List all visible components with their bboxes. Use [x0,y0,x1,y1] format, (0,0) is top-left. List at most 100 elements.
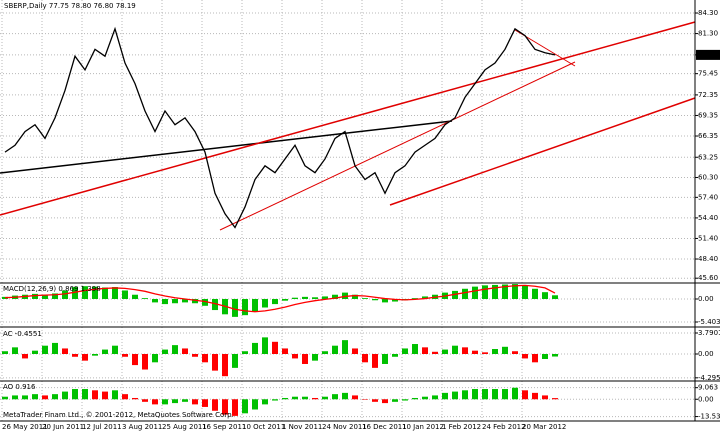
channel-line [219,61,576,231]
y-tick-label: 45.60 [698,274,718,282]
bar [392,298,398,302]
bar [412,397,418,400]
bar [192,298,198,304]
bar [262,399,268,405]
bar [422,396,428,400]
bar [522,285,528,299]
x-tick-label: 26 May 2011 [2,423,48,431]
bar [362,399,368,400]
y-tick-label: 81.30 [698,30,718,38]
bar [222,354,228,377]
bar [322,351,328,355]
bar [432,351,438,355]
x-tick-label: 10 Jan 2012 [402,423,444,431]
signal-line [4,284,556,313]
bar [242,351,248,355]
bar [162,399,168,405]
bar [72,287,78,299]
x-tick-label: 24 Feb 2012 [482,423,526,431]
copyright: MetaTrader Finam Ltd., © 2001-2012, Meta… [3,411,234,419]
bar [172,345,178,355]
bar [42,294,48,299]
bar [432,395,438,400]
bar [32,394,38,400]
bar [442,392,448,400]
y-tick-label: 51.40 [698,234,718,242]
channel-line [389,97,696,206]
bar [442,349,448,355]
bar [472,286,478,299]
bar [502,284,508,299]
bar [122,394,128,400]
bar [252,342,258,355]
bar [492,389,498,400]
bar [262,298,268,308]
bar [112,390,118,400]
price-marker [696,49,720,60]
bar [492,349,498,355]
bar [122,354,128,357]
bar [192,399,198,405]
x-tick-label: 1 Feb 2012 [442,423,481,431]
bar [272,399,278,401]
bar [102,391,108,400]
x-tick-label: 20 Jun 2011 [42,423,84,431]
bar [112,287,118,299]
bar [172,399,178,404]
bar [232,298,238,317]
bar [532,354,538,363]
x-tick-label: 3 Aug 2011 [122,423,162,431]
bar [332,294,338,299]
bar [412,298,418,299]
bar [362,354,368,363]
x-tick-label: 1 Nov 2011 [282,423,322,431]
bar [52,342,58,355]
bar [532,392,538,400]
bar [62,290,68,299]
bar [282,397,288,400]
bar [502,389,508,400]
bar [32,293,38,299]
x-tick-label: 10 Oct 2011 [242,423,285,431]
bar [222,399,228,415]
bar [52,293,58,299]
bar [212,399,218,411]
bar [242,399,248,414]
bar [272,341,278,355]
bar [482,285,488,299]
bar [262,337,268,355]
bar [452,345,458,355]
bar [312,397,318,400]
bar [52,394,58,400]
bar [62,391,68,400]
bar [182,399,188,402]
bar [2,351,8,355]
bar [512,284,518,299]
bar [312,354,318,361]
bar [92,286,98,299]
y-tick-label: 84.30 [698,9,718,17]
bar [362,298,368,299]
bar [522,390,528,400]
bar [142,354,148,370]
bar [92,390,98,400]
bar [22,354,28,359]
bar [372,298,378,301]
bar [202,298,208,306]
bar [542,395,548,400]
plot-layer [2,26,558,416]
bar [132,294,138,299]
bar [232,399,238,416]
trend-line [0,120,453,174]
bar [532,288,538,299]
bar [452,391,458,400]
bar [512,351,518,355]
bar [212,298,218,311]
bar [462,390,468,400]
bar [242,298,248,316]
bar [342,340,348,355]
bar [252,298,258,312]
bar [542,354,548,359]
bar [472,350,478,355]
